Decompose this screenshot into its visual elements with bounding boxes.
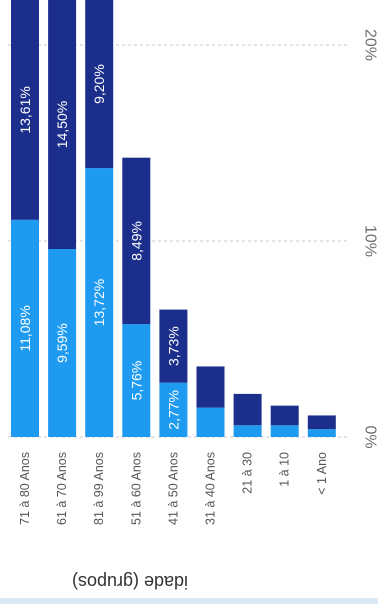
data-label: 8,49% — [128, 221, 144, 261]
category-label: 41 à 50 Anos — [166, 452, 180, 525]
bar-segment — [270, 425, 299, 437]
bar-segment — [159, 382, 188, 437]
data-label: 14,50% — [54, 101, 70, 148]
bar-segment — [48, 0, 77, 250]
category-label: 31 à 40 Anos — [204, 452, 218, 525]
bottom-border — [0, 598, 378, 604]
data-label: 5,76% — [128, 361, 144, 401]
bar-segment — [307, 415, 336, 430]
data-label: 13,72% — [91, 279, 107, 326]
bar-segment — [85, 0, 114, 169]
bar-segment — [11, 0, 39, 220]
category-label: 21 à 30 — [241, 452, 255, 494]
category-label: 81 à 99 Anos — [92, 452, 106, 525]
bar-segment — [270, 405, 299, 426]
value-tick-label: 0% — [362, 425, 378, 448]
value-tick-label: 10% — [362, 225, 378, 257]
bar-segment — [233, 393, 262, 426]
value-tick-label: 20% — [362, 29, 378, 61]
bar-segment — [122, 324, 151, 437]
bar-segment — [85, 168, 114, 437]
category-label: 61 à 70 Anos — [55, 452, 69, 525]
category-label: 51 à 60 Anos — [129, 452, 143, 525]
data-label: 2,77% — [165, 390, 181, 430]
data-label: 9,59% — [54, 323, 70, 363]
data-label: 9,20% — [91, 64, 107, 104]
bar-segment — [122, 157, 151, 325]
data-label: 3,73% — [165, 326, 181, 366]
bar-segment — [233, 425, 262, 437]
bar-segment — [196, 407, 225, 437]
bar-segment — [11, 219, 39, 437]
bar-segment — [48, 249, 77, 437]
bar-segment — [307, 429, 336, 437]
data-label: 13,61% — [17, 86, 33, 133]
data-label: 11,08% — [17, 305, 33, 351]
category-axis-title: idade (grupos) — [72, 572, 188, 592]
bar-segment — [159, 309, 188, 383]
category-label: 1 à 10 — [278, 452, 292, 487]
category-label: < 1 Ano — [315, 452, 329, 495]
category-label: 71 à 80 Anos — [18, 452, 32, 525]
bar-segment — [196, 366, 225, 408]
